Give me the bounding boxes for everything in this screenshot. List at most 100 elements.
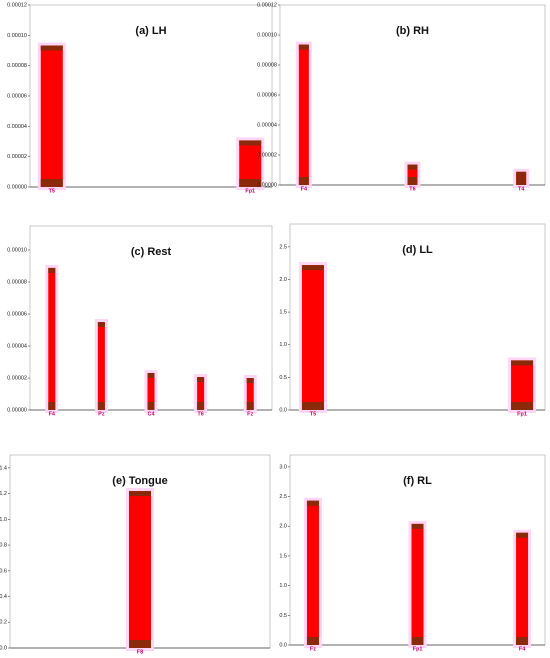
bar-base <box>40 179 63 187</box>
y-tick-label: 0.00004 <box>257 122 277 128</box>
bar <box>197 377 205 410</box>
bar-cap <box>239 140 262 146</box>
y-tick-label: 0.00000 <box>7 184 27 190</box>
y-tick-label: 0.0 <box>0 645 7 651</box>
bar-cap <box>511 360 534 366</box>
bar <box>301 265 324 410</box>
bar-base <box>298 177 309 185</box>
bar-cap <box>301 265 324 271</box>
bar <box>40 45 63 188</box>
y-tick-label: 0.6 <box>0 568 7 574</box>
y-tick-label: 1.0 <box>279 583 287 589</box>
bar-cap <box>516 171 527 177</box>
bar <box>411 523 424 645</box>
x-tick-label: T5 <box>310 411 316 417</box>
bar-base <box>306 637 319 645</box>
bar <box>97 322 105 410</box>
y-tick-label: 0.5 <box>279 375 287 381</box>
x-tick-label: T6 <box>409 186 415 192</box>
bar-base <box>301 402 324 410</box>
y-tick-label: 0.00006 <box>7 311 27 317</box>
bar-cap <box>147 373 155 379</box>
x-tick-label: Fz <box>310 646 316 652</box>
chart-title: (c) Rest <box>131 246 172 258</box>
y-tick-label: 0.00012 <box>7 2 27 8</box>
bar-cap <box>40 45 63 51</box>
bar <box>129 491 151 648</box>
bar <box>48 267 56 410</box>
bar-base <box>197 402 205 410</box>
y-tick-label: 0.00002 <box>7 375 27 381</box>
y-tick-label: 0.0 <box>279 407 287 413</box>
bar-cap <box>298 44 309 50</box>
bar-cap <box>516 532 529 538</box>
y-tick-label: 1.5 <box>279 553 287 559</box>
bar <box>239 140 262 187</box>
y-tick-label: 0.00000 <box>257 182 277 188</box>
y-tick-label: 1.0 <box>0 517 7 523</box>
y-tick-label: 1.5 <box>279 310 287 316</box>
y-tick-label: 0.00008 <box>257 62 277 68</box>
bar-cap <box>129 491 151 497</box>
x-tick-label: T4 <box>518 186 525 192</box>
x-tick-label: C4 <box>147 411 155 417</box>
chart-title: (f) RL <box>403 475 432 487</box>
y-tick-label: 0.5 <box>279 613 287 619</box>
y-tick-label: 0.00004 <box>7 124 27 130</box>
y-tick-label: 2.5 <box>279 494 287 500</box>
y-tick-label: 0.00000 <box>7 407 27 413</box>
y-tick-label: 0.00008 <box>7 63 27 69</box>
y-tick-label: 0.00002 <box>7 154 27 160</box>
bar <box>298 44 309 185</box>
y-tick-label: 0.00008 <box>7 279 27 285</box>
y-tick-label: 0.2 <box>0 620 7 626</box>
bar <box>511 360 534 410</box>
y-tick-label: 2.5 <box>279 244 287 250</box>
bar-cap <box>97 322 105 327</box>
y-tick-label: 0.00006 <box>7 93 27 99</box>
bar-cap <box>246 378 254 383</box>
y-tick-label: 1.2 <box>0 491 7 497</box>
bar <box>306 500 319 645</box>
bar-base <box>147 402 155 410</box>
x-tick-label: Fp1 <box>245 188 255 194</box>
bar-cap <box>306 500 319 506</box>
y-tick-label: 0.00010 <box>7 33 27 39</box>
x-tick-label: T6 <box>197 411 203 417</box>
y-tick-label: 0.8 <box>0 543 7 549</box>
y-tick-label: 0.4 <box>0 594 7 600</box>
y-tick-label: 1.0 <box>279 342 287 348</box>
x-tick-label: Fp1 <box>517 411 527 417</box>
y-tick-label: 0.00010 <box>257 32 277 38</box>
chart-title: (e) Tongue <box>112 475 167 487</box>
x-tick-label: F8 <box>137 649 143 655</box>
bar-base <box>407 177 418 185</box>
chart-title: (b) RH <box>396 25 429 37</box>
bar-cap <box>197 377 205 383</box>
y-tick-label: 2.0 <box>279 524 287 530</box>
y-tick-label: 0.00006 <box>257 92 277 98</box>
x-tick-label: Pz <box>98 411 105 417</box>
bar-base <box>48 402 56 410</box>
x-tick-label: Fz <box>247 411 253 417</box>
bar <box>407 164 418 185</box>
x-tick-label: F4 <box>519 646 526 652</box>
bar-base <box>129 640 151 648</box>
bar-base <box>516 637 529 645</box>
chart-title: (a) LH <box>135 25 166 37</box>
bar-cap <box>48 267 56 273</box>
y-tick-label: 0.00012 <box>257 2 277 8</box>
y-tick-label: 3.0 <box>279 464 287 470</box>
x-tick-label: F4 <box>301 186 308 192</box>
y-tick-label: 1.4 <box>0 465 7 471</box>
bar <box>147 373 155 410</box>
x-tick-label: F4 <box>49 411 56 417</box>
x-tick-label: Fp1 <box>413 646 423 652</box>
bar-base <box>246 402 254 410</box>
y-tick-label: 0.00010 <box>7 247 27 253</box>
y-tick-label: 2.0 <box>279 277 287 283</box>
chart-title: (d) LL <box>402 244 433 256</box>
bar-cap <box>407 164 418 170</box>
bar-cap <box>411 523 424 529</box>
